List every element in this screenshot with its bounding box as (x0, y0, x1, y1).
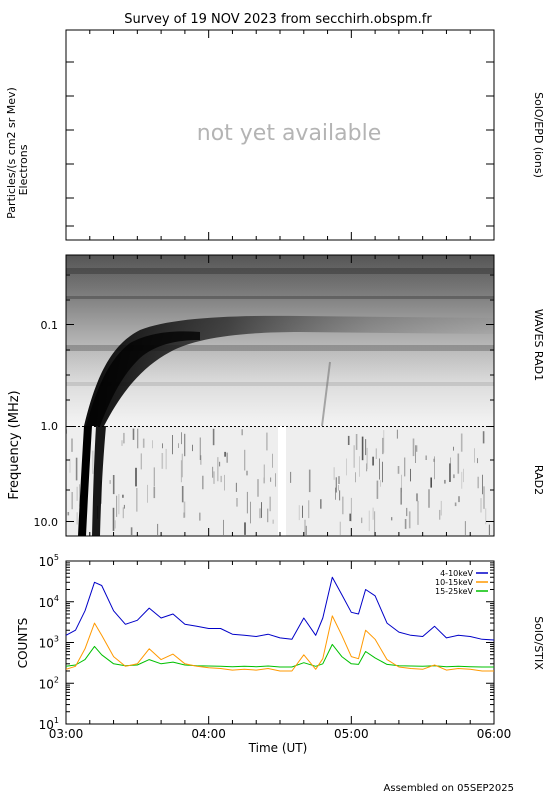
type3-burst-rad2-b (92, 426, 106, 536)
series-line-10-15kev (65, 615, 494, 672)
stix-xtick-labels: 03:00 04:00 05:00 06:00 (49, 727, 512, 741)
rad1-band-1 (66, 268, 494, 274)
type3-burst-rad2-a (78, 426, 92, 536)
stix-ytick-labels: 101 102 103 104 105 (39, 553, 59, 732)
rad2-data-gap (278, 426, 286, 536)
legend-label: 15-25keV (435, 587, 474, 596)
stix-xtick-label: 06:00 (477, 727, 512, 741)
epd-right-label: SolO/EPD (ions) (532, 92, 545, 178)
epd-panel: not yet available Particles/(s cm2 sr Me… (5, 29, 545, 241)
waves-right-label-rad1: WAVES RAD1 (532, 309, 545, 381)
epd-frame (65, 29, 495, 241)
waves-ytick-2: 10.0 (34, 516, 59, 529)
epd-ylabel-line1: Particles/(s cm2 sr Mev) (5, 87, 18, 219)
type3-burst-rad1 (84, 315, 494, 426)
stix-frame (65, 560, 495, 725)
stix-ytick-label: 104 (39, 594, 59, 610)
rad1-faint-feature (321, 361, 331, 427)
figure-title: Survey of 19 NOV 2023 from secchirh.obsp… (124, 12, 432, 27)
waves-ytick-1: 1.0 (41, 420, 59, 433)
stix-ytick-label: 101 (39, 716, 59, 732)
footer-note: Assembled on 05SEP2025 (384, 783, 514, 794)
stix-series (65, 576, 495, 672)
stix-xtick-label: 03:00 (49, 727, 84, 741)
stix-panel: 101 102 103 104 105 03:00 04:00 05:00 06:00 4-1… (16, 553, 545, 755)
waves-ticks (65, 255, 495, 536)
waves-right-label-rad2: RAD2 (532, 465, 545, 495)
stix-ytick-label: 103 (39, 635, 59, 651)
legend-label: 10-15keV (435, 578, 474, 587)
waves-panel: 0.1 1.0 10.0 Frequency (MHz) WAVES RAD1 … (7, 254, 545, 537)
waves-ylabel: Frequency (MHz) (7, 390, 22, 499)
stix-xlabel: Time (UT) (248, 741, 308, 755)
type3-burst-core (86, 331, 200, 426)
rad1-band-4 (66, 382, 494, 386)
stix-right-label: SolO/STIX (532, 616, 545, 670)
rad1-band-2 (66, 296, 494, 299)
stix-ytick-label: 105 (39, 553, 59, 569)
epd-message: not yet available (197, 121, 382, 146)
rad1-band-3 (66, 345, 494, 351)
waves-ytick-0: 0.1 (41, 319, 59, 332)
epd-ylabel-line2: Electrons (17, 144, 30, 195)
stix-xtick-label: 04:00 (191, 727, 226, 741)
stix-xtick-label: 05:00 (334, 727, 369, 741)
series-line-4-10kev (65, 576, 495, 641)
stix-ticks (65, 560, 495, 725)
rad2-noise (65, 428, 490, 535)
stix-ylabel: COUNTS (16, 618, 30, 669)
stix-ytick-label: 102 (39, 675, 59, 691)
legend-label: 4-10keV (440, 569, 473, 578)
epd-ticks (65, 30, 495, 240)
